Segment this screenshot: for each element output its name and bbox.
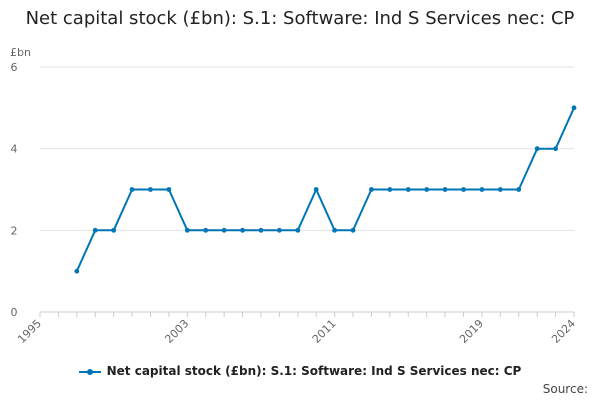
x-tick-label: 2011	[310, 317, 339, 346]
data-point	[92, 227, 98, 233]
data-point	[387, 187, 393, 192]
data-point	[129, 187, 135, 192]
data-point	[424, 187, 430, 192]
data-point	[203, 227, 209, 233]
data-point	[350, 227, 356, 233]
source-label: Source:	[542, 382, 588, 396]
series-layer	[74, 105, 577, 274]
axes: 0 2 4 6 1995 2003 2011 2019 2024	[11, 61, 579, 346]
y-tick-label: 4	[11, 143, 18, 156]
data-point	[258, 227, 264, 233]
data-point	[221, 227, 227, 233]
legend: Net capital stock (£bn): S.1: Software: …	[0, 364, 600, 378]
y-axis-unit-label: £bn	[10, 46, 31, 59]
data-point	[74, 268, 80, 274]
y-tick-label: 6	[11, 61, 18, 74]
data-point	[295, 227, 301, 233]
data-point	[553, 146, 558, 152]
data-point	[461, 187, 466, 192]
x-tick-label: 1995	[15, 317, 44, 346]
data-point	[405, 187, 411, 192]
x-tick-label: 2019	[457, 317, 486, 346]
data-point	[571, 105, 577, 111]
data-point	[111, 227, 117, 233]
legend-swatch	[78, 368, 101, 375]
data-point	[166, 187, 172, 192]
data-point	[313, 187, 319, 192]
data-point	[534, 146, 540, 152]
chart-title: Net capital stock (£bn): S.1: Software: …	[25, 8, 575, 29]
data-point	[479, 187, 485, 192]
data-point	[184, 227, 190, 233]
y-tick-label: 2	[11, 224, 18, 237]
data-point	[332, 227, 338, 233]
data-point	[516, 187, 522, 192]
data-point	[369, 187, 374, 192]
data-point	[442, 187, 448, 192]
y-tick-label: 0	[11, 306, 18, 319]
x-tick-label: 2024	[549, 317, 578, 346]
data-point	[148, 187, 153, 192]
series-line	[75, 107, 575, 272]
x-tick-label: 2003	[162, 317, 191, 346]
data-point	[276, 227, 282, 233]
legend-label: Net capital stock (£bn): S.1: Software: …	[106, 364, 522, 378]
data-point	[497, 187, 503, 192]
data-point	[240, 227, 245, 233]
